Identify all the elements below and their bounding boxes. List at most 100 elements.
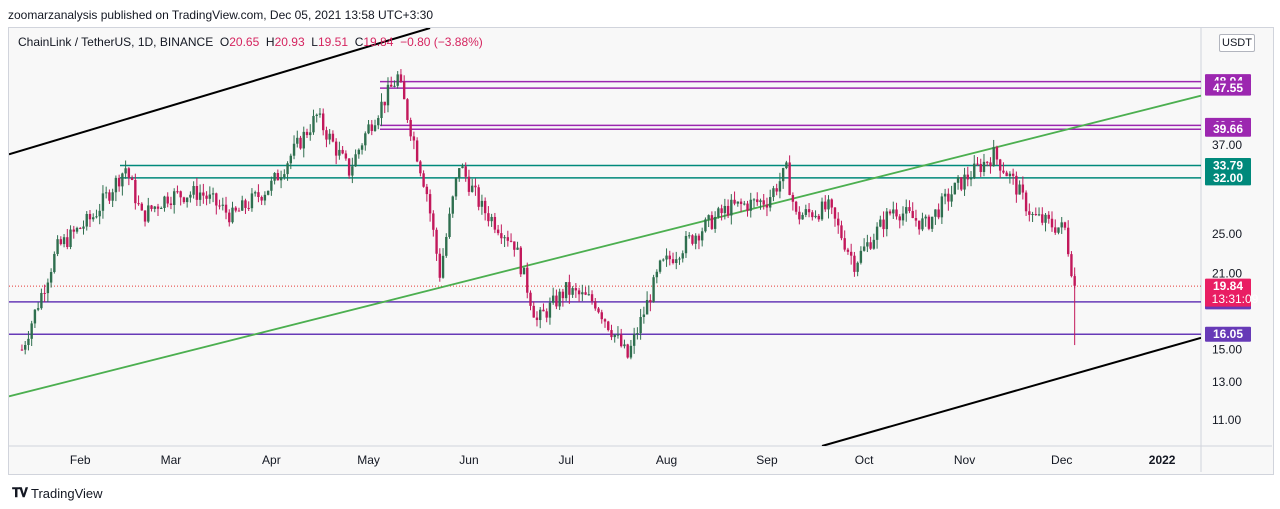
candle-body [425, 186, 429, 195]
candle-body [963, 174, 966, 190]
candle-body [956, 177, 960, 183]
x-tick-label: Mar [161, 453, 182, 467]
candle-body [853, 255, 856, 272]
candle-body [114, 177, 118, 193]
candle-body [600, 312, 603, 320]
candle-body [756, 199, 759, 203]
candle-body [104, 192, 108, 194]
candle-body [584, 292, 587, 295]
candle-body [558, 291, 561, 307]
candle-body [292, 143, 296, 156]
candle-body [529, 292, 532, 306]
candle-body [989, 162, 992, 167]
candle-body [632, 334, 636, 346]
y-tick-label: 21.00 [1212, 266, 1242, 280]
candle-body [626, 344, 629, 358]
candle-body [286, 163, 289, 175]
candle-body [846, 249, 850, 252]
candle-body [807, 209, 811, 213]
candle-body [334, 141, 338, 156]
candle-body [882, 219, 885, 230]
candle-body [700, 231, 704, 241]
candle-body [143, 210, 147, 222]
candle-body [519, 247, 522, 275]
candle-body [62, 237, 66, 245]
x-tick-label: Dec [1051, 453, 1072, 467]
symbol-name: ChainLink / TetherUS, 1D, BINANCE [18, 35, 214, 49]
candle-body [1041, 214, 1044, 223]
y-tick-label: 15.00 [1212, 343, 1242, 357]
candle-body [351, 166, 354, 176]
candle-body [458, 168, 461, 178]
candle-body [192, 186, 195, 195]
candle-body [639, 317, 642, 334]
candle-body [704, 219, 707, 232]
candle-body [594, 301, 597, 309]
candle-body [257, 192, 260, 198]
candle-body [969, 178, 973, 180]
candle-body [33, 309, 37, 324]
candle-body [1037, 214, 1041, 216]
candle-body [108, 192, 111, 201]
candle-body [428, 194, 432, 214]
candle-body [830, 199, 833, 208]
candle-body [163, 196, 166, 208]
plot-area [9, 28, 1201, 446]
candle-body [296, 137, 299, 144]
candle-body [759, 200, 762, 203]
y-tick-label: 13.00 [1212, 375, 1242, 389]
candle-body [1066, 227, 1070, 255]
candle-body [1070, 254, 1073, 277]
candle-body [986, 161, 989, 163]
candle-body [237, 210, 241, 212]
candle-body [241, 200, 244, 211]
candle-body [266, 190, 270, 195]
candle-body [872, 239, 876, 249]
candle-body [23, 344, 27, 350]
candle-body [607, 321, 610, 331]
open-value: 20.65 [229, 35, 260, 49]
footer-brand[interactable]: 𝐓𝐕 TradingView [12, 485, 103, 501]
candle-body [1034, 214, 1038, 216]
candle-body [862, 246, 866, 251]
candle-body [619, 334, 623, 347]
candle-body [710, 215, 714, 229]
candle-body [354, 154, 357, 167]
candle-body [406, 99, 409, 120]
candle-body [250, 193, 254, 209]
candle-body [785, 162, 788, 169]
candle-body [551, 295, 555, 303]
candle-body [561, 291, 565, 299]
candle-body [79, 227, 82, 229]
price-tag-32-00: 32.00 [1213, 171, 1243, 185]
candle-body [380, 101, 383, 119]
candle-body [228, 212, 231, 223]
candle-body [866, 242, 869, 247]
candle-body [117, 177, 121, 187]
candle-body [947, 193, 950, 202]
chart-panel[interactable] [8, 27, 1274, 475]
candle-body [409, 119, 412, 137]
candle-body [195, 186, 199, 200]
candle-body [36, 308, 40, 310]
candle-body [794, 201, 798, 212]
candle-body [898, 216, 901, 221]
candle-body [574, 288, 578, 291]
candle-body [325, 130, 328, 140]
candle-body [642, 314, 646, 318]
candle-body [768, 197, 772, 208]
candle-body [788, 162, 791, 196]
candle-body [49, 272, 53, 283]
candle-body [613, 334, 616, 338]
candle-body [930, 216, 934, 229]
high-value: 20.93 [274, 35, 305, 49]
candle-body [402, 81, 406, 100]
currency-unit-button[interactable]: USDT [1219, 34, 1255, 52]
trendline-channel-top [9, 28, 431, 156]
candle-body [1021, 184, 1025, 193]
candle-body [43, 292, 46, 294]
low-label: L [311, 35, 318, 49]
candle-body [111, 192, 114, 201]
candle-body [998, 159, 1002, 171]
